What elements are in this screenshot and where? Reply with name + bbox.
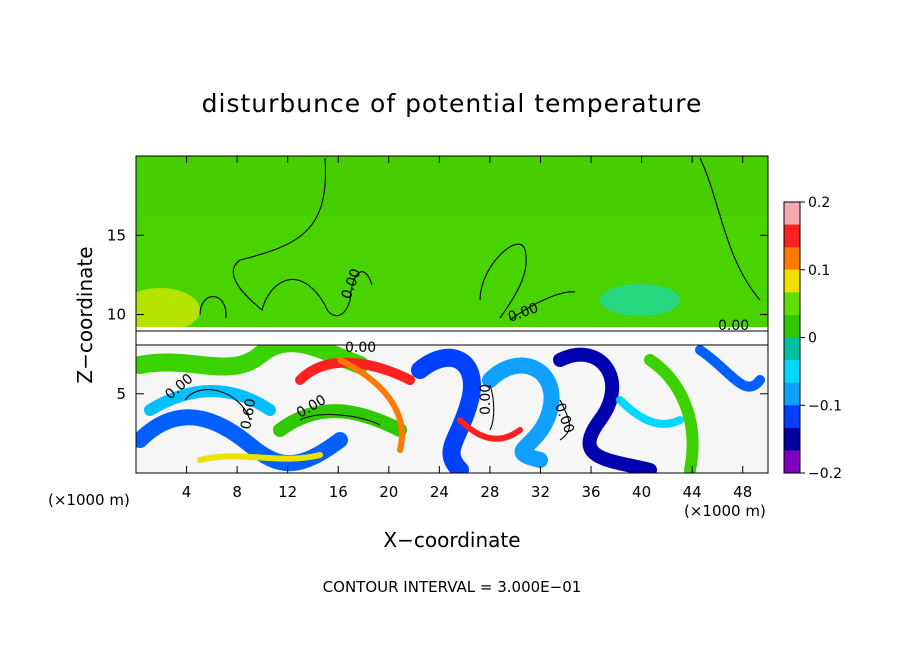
x-axis-label: X−coordinate xyxy=(383,528,520,552)
x-tick-label: 20 xyxy=(379,483,398,501)
upper-layer-dark-band xyxy=(136,156,768,216)
colorbar-tick-label: 0 xyxy=(808,331,817,347)
colorbar-swatch xyxy=(784,202,800,226)
x-tick-label: 24 xyxy=(430,483,449,501)
x-tick-label: 48 xyxy=(733,483,752,501)
contour-interval-note: CONTOUR INTERVAL = 3.000E−01 xyxy=(323,578,582,596)
colorbar-swatch xyxy=(784,450,800,474)
colorbar-swatch xyxy=(784,247,800,271)
x-unit-left: (×1000 m) xyxy=(48,491,130,509)
colorbar-swatch xyxy=(784,405,800,429)
x-tick-label: 40 xyxy=(632,483,651,501)
x-unit-right: (×1000 m) xyxy=(684,502,766,520)
colorbar-swatch xyxy=(784,314,800,338)
contour-label: 0.00 xyxy=(478,384,494,415)
colorbar: 0.2 0.1 0 −0.1 −0.2 xyxy=(783,195,842,482)
cyan-patch xyxy=(600,284,680,316)
y-axis-label: Z−coordinate xyxy=(73,246,97,383)
contour-lines xyxy=(136,157,768,441)
y-tick-label: 15 xyxy=(107,226,126,244)
x-tick-label: 12 xyxy=(278,483,297,501)
x-tick-label: 28 xyxy=(480,483,499,501)
colorbar-swatch xyxy=(784,337,800,361)
colorbar-swatch xyxy=(784,427,800,451)
colorbar-swatch xyxy=(784,224,800,248)
chart-title: disturbunce of potential temperature xyxy=(202,89,703,118)
x-tick-label: 44 xyxy=(683,483,702,501)
colorbar-tick-label: −0.2 xyxy=(808,466,842,482)
contour-label: 0.00 xyxy=(345,340,376,356)
plot-area xyxy=(136,156,768,473)
x-tick-label: 32 xyxy=(531,483,550,501)
colorbar-swatch xyxy=(784,382,800,406)
x-tick-label: 16 xyxy=(329,483,348,501)
x-tick-label: 36 xyxy=(581,483,600,501)
lower-layer-swirls xyxy=(136,334,765,473)
colorbar-swatch xyxy=(784,292,800,316)
colorbar-swatch xyxy=(784,360,800,384)
x-tick-label: 4 xyxy=(182,483,192,501)
y-tick-label: 10 xyxy=(107,306,126,324)
colorbar-tick-label: −0.1 xyxy=(808,398,842,414)
colorbar-tick-label: 0.1 xyxy=(808,263,830,279)
contour-label: 0.00 xyxy=(718,318,749,334)
colorbar-swatch xyxy=(784,269,800,293)
contour-label: 0.60 xyxy=(238,397,259,430)
colorbar-tick-label: 0.2 xyxy=(808,195,830,211)
interface-band xyxy=(136,327,768,345)
yellow-patch xyxy=(136,288,200,332)
y-tick-label: 5 xyxy=(116,385,126,403)
x-tick-label: 8 xyxy=(232,483,242,501)
